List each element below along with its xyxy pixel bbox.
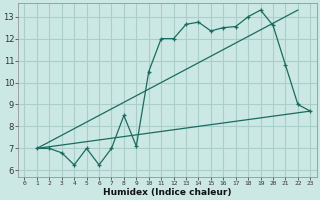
X-axis label: Humidex (Indice chaleur): Humidex (Indice chaleur) [103,188,232,197]
